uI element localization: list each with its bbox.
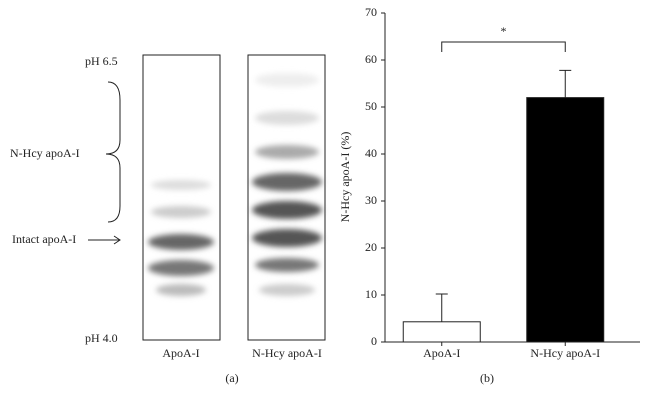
x-tick-label: ApoA-I	[423, 346, 460, 360]
y-tick-label: 40	[365, 146, 377, 160]
bracket-label: N-Hcy apoA-I	[10, 146, 80, 160]
gel-lane	[247, 54, 326, 341]
arrow-label: Intact apoA-I	[12, 232, 76, 246]
bar	[402, 321, 481, 343]
y-tick-label: 70	[365, 5, 377, 19]
significance-marker: *	[501, 24, 507, 38]
y-tick-label: 50	[365, 99, 377, 113]
lane-label: N-Hcy apoA-I	[252, 346, 322, 360]
lane-label: ApoA-I	[162, 346, 199, 360]
significance-bracket	[441, 41, 566, 52]
ph-bottom: pH 4.0	[85, 331, 118, 345]
gel-lane	[142, 54, 221, 341]
y-tick-label: 20	[365, 240, 377, 254]
error-bar	[435, 293, 448, 322]
y-tick-label: 30	[365, 193, 377, 207]
panel-label: (a)	[225, 371, 238, 385]
y-tick-label: 60	[365, 52, 377, 66]
y-tick-label: 10	[365, 287, 377, 301]
x-tick-label: N-Hcy apoA-I	[530, 346, 600, 360]
y-tick-label: 0	[371, 334, 377, 348]
y-axis-label: N-Hcy apoA-I (%)	[338, 132, 352, 223]
gel-panel: pH 6.5 pH 4.0 N-Hcy apoA-I Intact apoA-I…	[10, 54, 326, 385]
bracket	[105, 81, 121, 223]
ph-top: pH 6.5	[85, 54, 118, 68]
gel-bands	[148, 73, 322, 296]
bar-chart: (b) N-Hcy apoA-I (%) 0 10 20 30 40 50 60 70 ApoA…	[338, 5, 640, 385]
bar	[526, 97, 605, 343]
panel-label: (b)	[480, 371, 494, 385]
arrow	[88, 235, 121, 245]
error-bar	[559, 69, 572, 98]
